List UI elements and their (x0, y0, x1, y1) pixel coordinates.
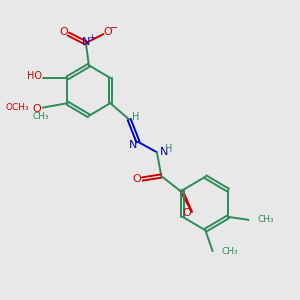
Text: HO: HO (27, 71, 42, 81)
Text: OCH₃: OCH₃ (6, 103, 29, 112)
Text: N: N (160, 147, 168, 157)
Text: O: O (133, 174, 142, 184)
Text: −: − (110, 23, 118, 33)
Text: CH₃: CH₃ (257, 215, 274, 224)
Text: N: N (128, 140, 137, 150)
Text: N: N (82, 37, 90, 46)
Text: O: O (182, 208, 191, 218)
Text: O: O (32, 104, 41, 114)
Text: CH₃: CH₃ (221, 247, 238, 256)
Text: O: O (60, 27, 68, 37)
Text: H: H (132, 112, 139, 122)
Text: CH₃: CH₃ (33, 112, 50, 121)
Text: +: + (88, 33, 95, 42)
Text: H: H (165, 144, 173, 154)
Text: O: O (103, 27, 112, 37)
